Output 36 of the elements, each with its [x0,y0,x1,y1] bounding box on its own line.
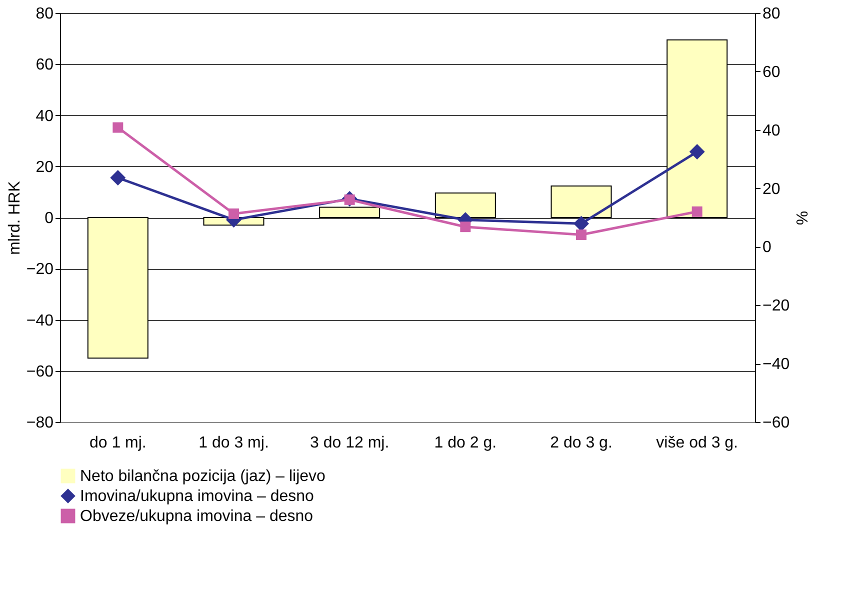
legend-label: Obveze/ukupna imovina – desno [80,508,314,525]
y-tick-label: 0 [44,210,54,227]
y2-tick-label: −20 [762,298,790,315]
y-tick-label: 80 [36,6,54,22]
y-tick-label: −20 [26,261,54,278]
y-tick-label: −60 [26,363,54,380]
point [689,144,705,160]
point [228,208,239,219]
legend-label: Neto bilančna pozicija (jaz) – lijevo [80,468,326,485]
point [692,206,702,217]
y2-tick-label: 60 [762,64,780,81]
point [574,216,589,232]
x-tick-label: 3 do 12 mj. [310,434,390,452]
y-tick-label: −40 [26,312,54,330]
x-tick-label: 1 do 3 mj. [198,434,269,452]
y-tick-label: 60 [36,56,54,74]
point [576,229,586,240]
y2-tick-label: 80 [762,6,780,22]
y2-axis-title: % [792,210,810,226]
point [460,222,471,232]
y-axis-title: mlrd. HRK [6,180,24,255]
y2-tick-label: 40 [762,122,780,140]
point [110,170,126,186]
y-tick-label: 20 [36,158,54,176]
x-tick-label: 1 do 2 g. [434,434,497,452]
y-tick-label: 40 [36,108,54,125]
x-tick-label: 2 do 3 g. [550,434,612,452]
x-tick-label: do 1 mj. [89,434,146,452]
y2-tick-label: −60 [762,414,790,432]
x-tick-label: više od 3 g. [656,434,738,452]
point [112,122,124,133]
y2-tick-label: −40 [762,356,790,374]
legend-label: Imovina/ukupna imovina – desno [80,488,314,505]
y-tick-label: −80 [26,414,54,432]
y2-tick-label: 20 [762,180,780,198]
y2-tick-label: 0 [762,239,772,256]
